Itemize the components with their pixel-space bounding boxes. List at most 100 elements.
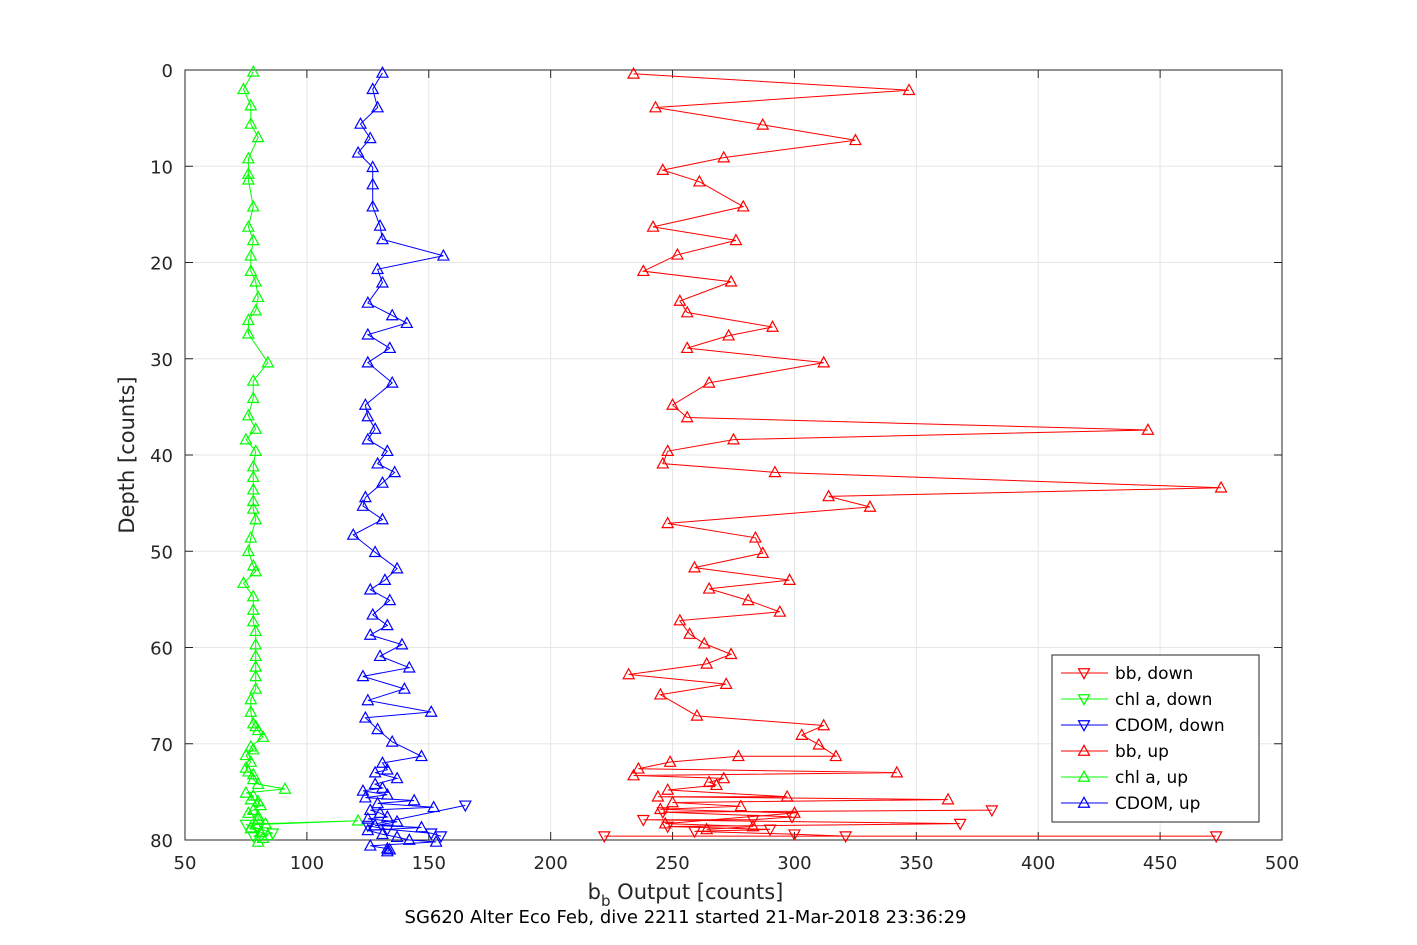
legend-label: bb, down xyxy=(1115,664,1193,684)
data-point-marker xyxy=(249,512,263,525)
data-point-marker xyxy=(1141,423,1155,435)
legend-marker xyxy=(1077,796,1091,808)
y-tick-label: 20 xyxy=(150,254,173,275)
data-point-marker xyxy=(373,649,387,662)
data-point-marker xyxy=(244,755,258,767)
legend-label: CDOM, down xyxy=(1115,716,1225,736)
data-point-marker xyxy=(768,465,782,478)
data-point-marker xyxy=(661,783,675,795)
data-point-marker xyxy=(692,174,706,187)
data-point-marker xyxy=(700,656,714,669)
data-point-marker xyxy=(385,375,399,388)
data-point-marker xyxy=(278,782,292,794)
data-point-marker xyxy=(407,793,421,806)
data-point-marker xyxy=(249,669,263,682)
data-point-marker xyxy=(241,806,255,818)
data-point-marker xyxy=(254,798,268,811)
data-point-marker xyxy=(414,749,428,762)
legend-marker xyxy=(1077,720,1091,732)
data-point-marker xyxy=(246,742,260,755)
data-point-marker xyxy=(683,627,697,639)
data-point-marker xyxy=(249,817,263,830)
data-point-marker xyxy=(424,828,438,841)
data-point-marker xyxy=(817,355,831,368)
legend-entry: bb, down xyxy=(1061,664,1193,684)
data-point-marker xyxy=(741,593,755,606)
data-point-marker xyxy=(380,444,394,457)
data-point-marker xyxy=(368,545,382,558)
data-point-marker xyxy=(244,705,258,717)
data-point-marker xyxy=(729,233,743,246)
data-point-marker xyxy=(717,150,731,163)
data-point-marker xyxy=(709,778,723,791)
data-point-marker xyxy=(648,100,663,113)
data-point-marker xyxy=(941,792,955,805)
data-point-marker xyxy=(661,516,675,529)
data-point-marker xyxy=(366,607,380,620)
data-point-marker xyxy=(249,422,263,434)
data-point-marker xyxy=(1209,831,1223,844)
data-point-marker xyxy=(241,544,255,557)
data-point-marker xyxy=(378,573,392,585)
series-bb-up xyxy=(622,66,1228,835)
data-point-marker xyxy=(373,218,387,231)
data-point-marker xyxy=(765,320,780,332)
data-point-marker xyxy=(241,326,255,339)
data-point-marker xyxy=(746,814,760,827)
data-point-marker xyxy=(787,806,801,818)
data-point-marker xyxy=(246,603,260,615)
data-point-marker xyxy=(631,761,645,774)
data-point-marker xyxy=(239,748,253,761)
legend-label: chl a, up xyxy=(1115,768,1188,788)
data-point-marker xyxy=(390,830,404,842)
series-chl-a-up xyxy=(236,64,365,847)
data-point-marker xyxy=(702,775,716,788)
data-point-marker xyxy=(627,66,641,79)
data-point-marker xyxy=(780,789,794,802)
data-point-marker xyxy=(246,501,260,514)
data-point-marker xyxy=(702,375,716,388)
data-point-marker xyxy=(724,647,738,660)
x-axis-label-main: b xyxy=(588,880,601,904)
data-point-marker xyxy=(363,803,377,816)
data-point-marker xyxy=(680,305,694,318)
series-line xyxy=(352,72,444,852)
y-tick-label: 0 xyxy=(162,61,173,82)
data-point-marker xyxy=(244,739,258,752)
data-point-marker xyxy=(400,316,414,329)
data-point-marker xyxy=(666,398,680,410)
data-point-marker xyxy=(251,290,265,303)
data-point-marker xyxy=(380,787,394,800)
data-point-marker xyxy=(246,803,260,816)
data-point-marker xyxy=(380,844,394,857)
data-point-marker xyxy=(373,806,387,818)
data-point-marker xyxy=(1214,480,1228,493)
data-point-marker xyxy=(622,667,636,680)
data-point-marker xyxy=(246,470,260,483)
data-point-marker xyxy=(390,561,404,574)
data-point-marker xyxy=(719,677,733,689)
legend-entry: chl a, up xyxy=(1061,768,1188,788)
data-point-marker xyxy=(251,777,265,790)
data-point-marker xyxy=(361,820,375,833)
data-point-marker xyxy=(239,432,253,445)
data-point-marker xyxy=(239,819,253,832)
data-point-marker xyxy=(246,233,260,246)
y-tick-label: 80 xyxy=(150,831,173,852)
data-point-marker xyxy=(783,573,797,585)
data-point-marker xyxy=(385,308,399,321)
data-point-marker xyxy=(756,117,770,130)
data-point-marker xyxy=(656,163,670,175)
legend-marker xyxy=(1077,770,1091,782)
data-point-marker xyxy=(244,98,258,111)
data-point-marker xyxy=(763,824,777,837)
data-point-marker xyxy=(731,749,745,762)
data-point-marker xyxy=(388,465,402,478)
data-point-marker xyxy=(380,618,394,631)
data-point-marker xyxy=(261,355,275,368)
data-point-marker xyxy=(402,833,416,845)
data-point-marker xyxy=(361,823,375,836)
data-point-marker xyxy=(366,160,380,173)
series-line xyxy=(628,73,1222,830)
